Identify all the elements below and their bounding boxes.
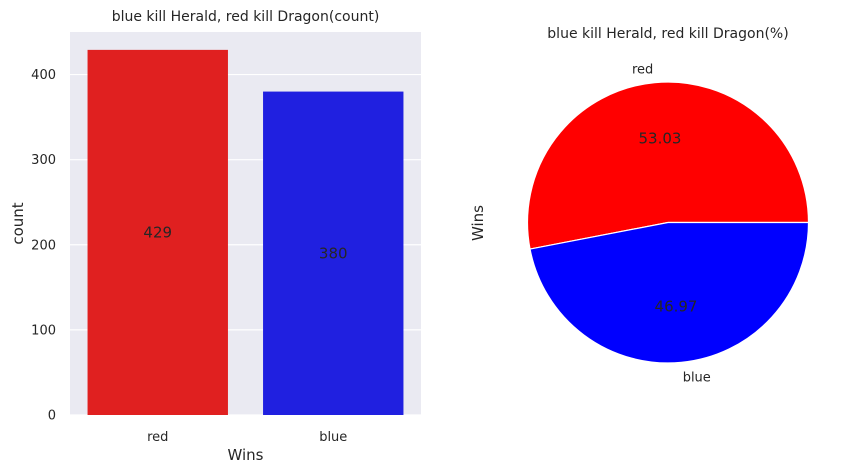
bar-chart-title: blue kill Herald, red kill Dragon(count) [112,9,380,25]
pie-slice-red [526,81,810,250]
bar-y-tick-labels: 0 100 200 300 400 [31,68,56,423]
bar-series [87,49,404,416]
bar-y-axis-label: count [9,202,27,244]
bar-data-labels: 429 380 [143,223,347,262]
pie-slice-blue [529,221,810,364]
pie-percent-label: 46.97 [655,297,698,315]
pie-percent-label: 53.03 [639,130,682,148]
pie-slice-label: red [632,63,653,78]
y-tick-label: 100 [31,323,56,338]
pie-percent-labels: 53.03 46.97 [639,130,698,316]
pie-slices [526,81,810,364]
y-tick-label: 200 [31,238,56,253]
x-tick-label: blue [319,430,347,445]
bar-x-axis-label: Wins [228,446,264,464]
bar-blue [263,91,404,416]
y-tick-label: 0 [48,409,56,424]
y-tick-label: 300 [31,153,56,168]
bar-data-label: 429 [143,223,172,241]
pie-chart: blue kill Herald, red kill Dragon(%) Win… [469,26,810,386]
x-tick-label: red [147,430,168,445]
bar-chart: 0 100 200 300 400 red blue 429 380 blue kill H… [9,9,421,464]
y-tick-label: 400 [31,68,56,83]
bar-red [87,49,228,416]
bar-x-tick-labels: red blue [147,430,347,445]
pie-chart-title: blue kill Herald, red kill Dragon(%) [547,26,788,42]
pie-slice-labels: red blue [632,63,711,386]
bar-data-label: 380 [319,244,348,262]
pie-slice-label: blue [683,370,711,385]
pie-y-axis-label: Wins [469,205,487,241]
